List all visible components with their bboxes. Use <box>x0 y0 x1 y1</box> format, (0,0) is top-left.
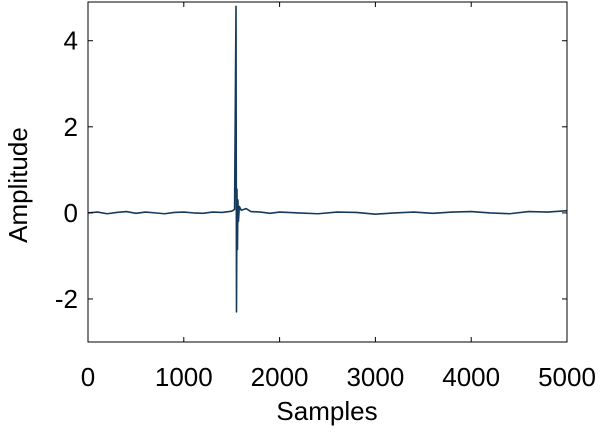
plot-area <box>87 5 568 313</box>
y-tick-label: 2 <box>64 112 78 142</box>
y-tick-label: 0 <box>64 198 78 228</box>
y-tick-label: -2 <box>55 284 78 314</box>
axes-box <box>87 1 568 343</box>
x-tick-label: 5000 <box>538 362 596 392</box>
axes: 0 1000 2000 3000 4000 5000 -2 0 2 4 <box>55 1 596 392</box>
y-axis-title: Amplitude <box>3 127 33 243</box>
x-tick-label: 1000 <box>155 362 213 392</box>
x-tick-label: 3000 <box>346 362 404 392</box>
x-tick-label: 0 <box>81 362 95 392</box>
y-tick-label: 4 <box>64 26 78 56</box>
x-tick-label: 2000 <box>251 362 309 392</box>
series-line-0 <box>87 5 568 313</box>
x-tick-label: 4000 <box>442 362 500 392</box>
x-axis-title: Samples <box>276 396 377 426</box>
